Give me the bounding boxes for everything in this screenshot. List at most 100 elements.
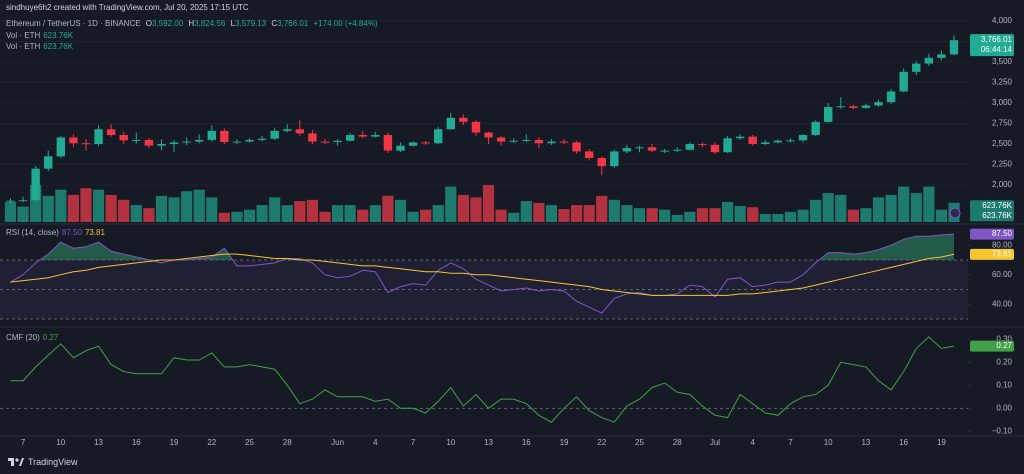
volume-tag-text: 623.76K [982,201,1012,210]
candle-body [786,140,795,142]
candle-body [320,141,330,143]
candle-body [635,147,644,149]
candle-body [673,149,682,151]
volume-bar [294,201,306,222]
x-tick-label: 16 [522,438,531,447]
candle-body [824,107,833,122]
candle-body [295,129,305,134]
volume-bar [520,201,532,222]
volume-bar [495,209,507,222]
ohlc-value: 3,824.56 [194,19,226,28]
value-tag-text: 87.50 [992,229,1013,238]
x-tick-label: 16 [899,438,908,447]
volume-bar [558,209,570,222]
volume-bar [633,208,646,222]
candle-body [660,150,669,152]
cmf-value: 0.27 [42,333,59,342]
x-tick-label: 7 [788,438,793,447]
volume-bar [646,208,658,222]
candle-body [18,200,28,202]
volume-bar [721,202,734,222]
candle-body [584,151,594,158]
candle-body [31,168,40,201]
value-tag [970,248,1014,260]
candle-body [270,130,279,139]
candle-body [371,135,380,137]
candle-body [597,157,606,167]
candle-body [559,141,569,143]
x-tick-label: 25 [635,438,644,447]
candle-body [446,117,455,130]
volume-bar [42,195,54,222]
x-tick-label: Jul [710,438,720,447]
candle-body [509,140,518,142]
volume-bar [181,191,193,222]
candle-body [245,139,254,142]
candle-body [383,135,393,151]
candle-body [496,137,506,142]
volume-bar [621,205,633,222]
indicator-line [10,233,955,314]
volume-legend: Vol · ETH 623.76K [6,31,76,41]
volume-bar [206,197,218,222]
y-tick-label: 3,000 [992,98,1013,107]
y-tick-label: 2,750 [992,119,1013,128]
alert-icon [949,207,961,219]
x-tick-label: 10 [56,438,65,447]
candle-body [207,130,216,140]
candle-body [471,121,481,133]
ohlc-value: 3,592.00 [152,19,184,28]
volume-tag [970,210,1014,222]
volume-bar [256,205,268,222]
candle-body [308,133,317,142]
volume-bar [747,207,759,222]
cmf-title: CMF (20) [6,333,40,342]
volume-bar [545,205,558,222]
x-tick-label: 28 [673,438,682,447]
ohlc-key: H [188,19,195,28]
x-tick-label: 4 [373,438,378,447]
x-tick-label: 19 [170,438,179,447]
candle-body [44,156,53,169]
rsi-legend: RSI (14, close) 87.50 73.81 [6,228,108,238]
volume-name: Vol · ETH [6,31,41,40]
y-tick-label: 0.20 [996,357,1012,366]
volume-bar [193,189,205,222]
volume-legend: Vol · ETH 623.76K [6,42,76,52]
volume-bar [105,194,117,222]
candle-body [358,135,367,137]
candle-body [937,54,946,58]
candle-body [798,135,808,141]
candle-body [874,102,883,106]
logo-part [19,458,24,466]
volume-bar [860,208,872,222]
candle-body [408,142,418,146]
volume-bar [571,205,583,222]
candle-body [220,130,229,142]
candle-body [396,145,405,151]
countdown: 06:44:14 [981,45,1013,54]
candle-body [333,140,342,142]
volume-bar [445,186,457,222]
volume-bar [482,185,495,222]
price-tag [970,34,1014,57]
x-tick-label: 10 [446,438,455,447]
brand: TradingView [28,457,78,467]
credit-line: sindhuye6h2 created with TradingView.com… [6,3,252,13]
candle-body [547,141,556,144]
symbol-legend: Ethereum / TetherUS · 1D · BINANCE O3,59… [6,19,381,29]
candle-body [899,71,908,92]
volume-bar [218,212,230,222]
candle-body [144,139,154,146]
volume-bar [910,193,922,222]
logo-part [11,458,14,466]
value-tag [970,228,1014,240]
value-tag-text: 0.27 [996,341,1012,350]
candle-body [182,141,191,143]
symbol: Ethereum / TetherUS · 1D · BINANCE [6,19,141,28]
volume-value: 623.76K [43,31,74,40]
cmf-legend: CMF (20) 0.27 [6,333,61,343]
ohlc-key: L [230,19,236,28]
